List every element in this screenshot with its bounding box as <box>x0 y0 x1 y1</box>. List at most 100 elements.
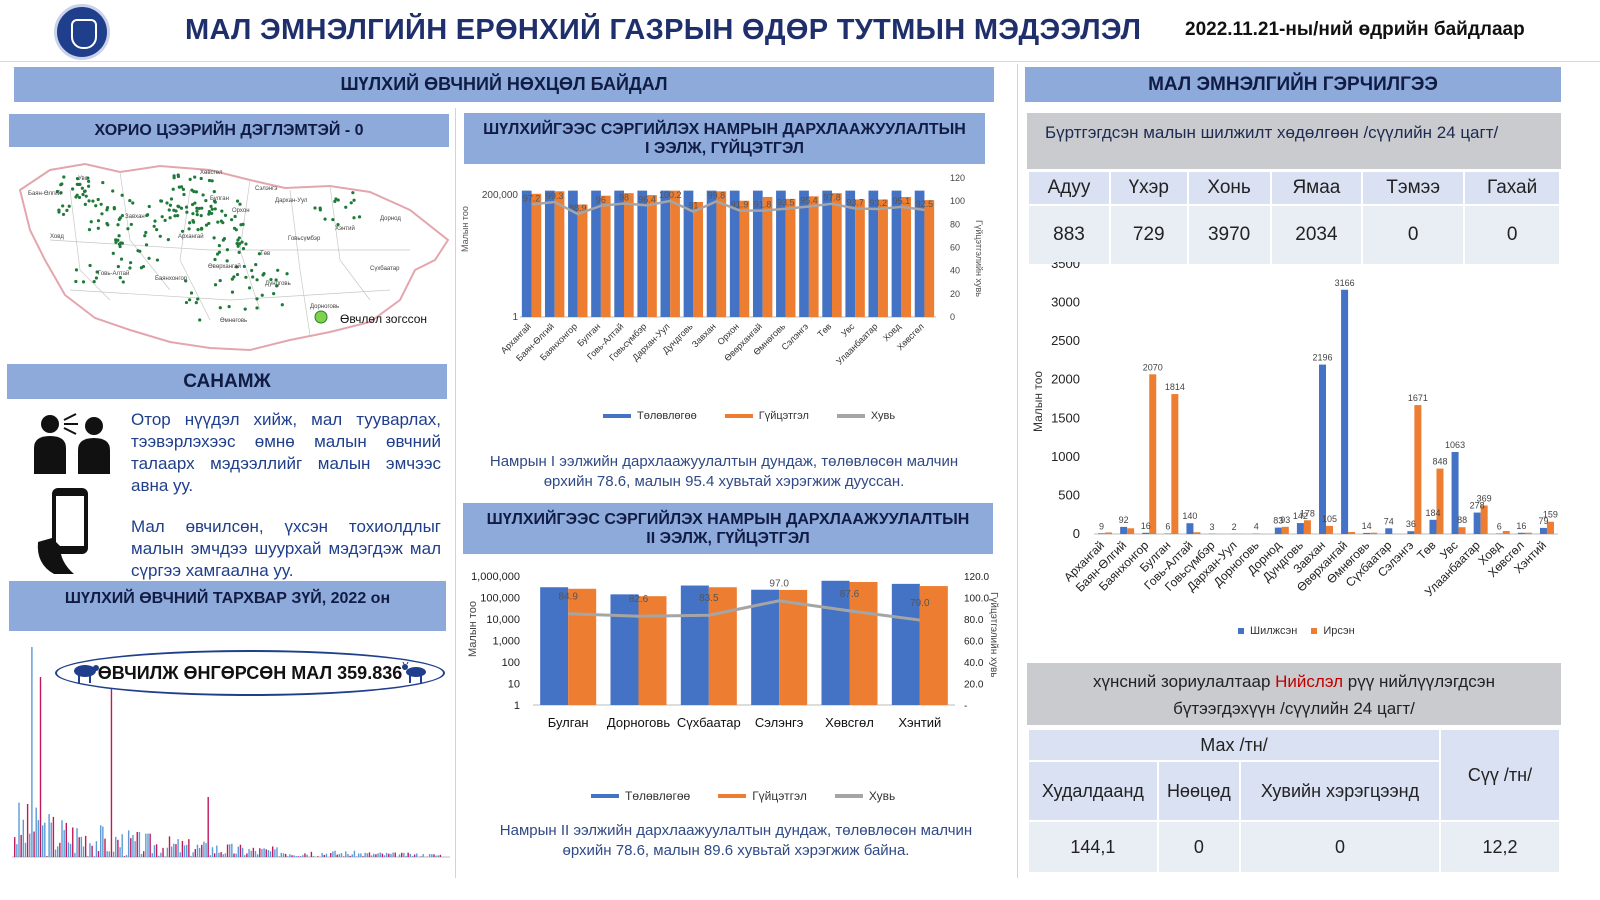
value-label: 2196 <box>1312 353 1332 363</box>
spread-bar <box>41 825 44 857</box>
spread-bar <box>269 851 272 857</box>
outbreak-dot <box>230 290 235 294</box>
bar-plan <box>751 589 780 705</box>
cell-value: 729 <box>1108 204 1189 266</box>
value-label: 74 <box>1384 516 1394 526</box>
y-tick: 2000 <box>1051 372 1080 387</box>
spread-bar <box>84 835 87 857</box>
bar-done <box>849 582 878 705</box>
spread-bar <box>226 844 229 857</box>
value-label: 83 <box>1273 516 1283 526</box>
y-tick: 2500 <box>1051 333 1080 348</box>
outbreak-dot <box>76 182 81 187</box>
bar-done <box>919 586 948 705</box>
spread-bar <box>82 846 85 857</box>
spread-bar <box>368 852 371 857</box>
spread-bar <box>381 853 384 857</box>
outbreak-dot <box>116 264 120 269</box>
bar-arrived <box>1127 528 1135 534</box>
bar-done <box>600 195 611 317</box>
spread-bar <box>360 853 362 857</box>
y2-axis-label: Гүйцэтгэлийн хувь <box>988 592 999 678</box>
outbreak-dot <box>147 204 151 209</box>
bar-plan <box>914 190 925 317</box>
outbreak-dot <box>120 193 124 197</box>
bar-done <box>647 195 657 317</box>
outbreak-dot <box>152 224 156 228</box>
spread-bar <box>233 853 235 857</box>
outbreak-dot <box>195 206 199 210</box>
outbreak-dot <box>101 180 105 185</box>
spread-bar <box>216 845 218 857</box>
spread-bar <box>20 834 22 857</box>
spread-bar <box>117 839 119 857</box>
outbreak-dot <box>61 212 66 217</box>
x-tick: Сэлэнгэ <box>755 715 804 730</box>
bar-arrived <box>1348 531 1356 534</box>
outbreak-dot <box>276 268 280 272</box>
outbreak-dot <box>139 266 144 270</box>
spread-bar <box>33 831 35 857</box>
spread-bar <box>409 853 411 857</box>
chart1-caption: Намрын I ээлжийн дархлаажуулалтын дундаж… <box>489 453 959 490</box>
x-tick: Сүхбаатар <box>677 715 741 730</box>
bar-moved <box>1429 519 1437 534</box>
outbreak-dot <box>96 219 101 223</box>
pct-label: 97.0 <box>769 579 789 590</box>
spread-bar <box>125 855 128 857</box>
value-label: 93 <box>1280 515 1290 525</box>
outbreak-dot <box>333 199 337 203</box>
chart3-legend: Шилжсэн Ирсэн <box>1238 625 1355 637</box>
bar-plan <box>845 190 856 317</box>
outbreak-dot <box>177 205 181 209</box>
outbreak-dot <box>190 188 194 192</box>
outbreak-dot <box>207 212 211 216</box>
spread-bar <box>69 843 72 857</box>
outbreak-dot <box>116 238 120 242</box>
outbreak-dot <box>199 176 203 181</box>
bar-plan <box>683 190 694 317</box>
outbreak-dot <box>230 218 234 222</box>
spread-bar <box>375 854 377 857</box>
fmd-status-band: ШҮЛХИЙ ӨВЧНИЙ НӨХЦӨЛ БАЙДАЛ <box>14 67 994 102</box>
outbreak-dot <box>244 242 248 246</box>
outbreak-dot <box>210 207 214 211</box>
outbreak-dot <box>168 203 173 207</box>
spread-bar <box>177 839 179 857</box>
spread-bar <box>37 820 40 857</box>
spread-bar <box>280 852 282 857</box>
spread-bar <box>388 853 390 857</box>
spread-bar <box>370 855 373 857</box>
spread-bar <box>213 853 216 857</box>
y-tick: 1 <box>514 700 520 712</box>
outbreak-dot <box>209 204 213 208</box>
y-tick: 100,000 <box>480 593 520 605</box>
outbreak-dot <box>201 193 205 197</box>
bar-plan <box>729 190 740 317</box>
outbreak-dot <box>191 212 195 216</box>
bar-done <box>878 199 888 317</box>
spread-bar <box>143 851 145 857</box>
spread-bar <box>392 852 394 857</box>
spread-bar <box>29 833 31 857</box>
spread-bar <box>121 834 123 857</box>
pct-label: 97.2 <box>523 193 541 203</box>
spread-bar <box>340 853 343 857</box>
outbreak-dot <box>313 206 317 210</box>
spread-bar <box>336 854 338 857</box>
outbreak-dot <box>218 306 222 310</box>
outbreak-dot <box>158 234 162 238</box>
spread-bar <box>358 853 360 857</box>
outbreak-dot <box>180 229 185 233</box>
spread-bar <box>164 856 166 857</box>
spread-bar <box>250 850 252 857</box>
cell-value: 3970 <box>1186 204 1272 266</box>
bar-arrived <box>1414 405 1422 534</box>
outbreak-dot <box>174 209 178 213</box>
value-label: 369 <box>1477 494 1492 504</box>
bar-done <box>638 596 667 705</box>
spread-bar <box>153 845 156 857</box>
outbreak-dot <box>91 199 95 203</box>
outbreak-dot <box>65 208 69 212</box>
outbreak-dot <box>88 263 92 268</box>
